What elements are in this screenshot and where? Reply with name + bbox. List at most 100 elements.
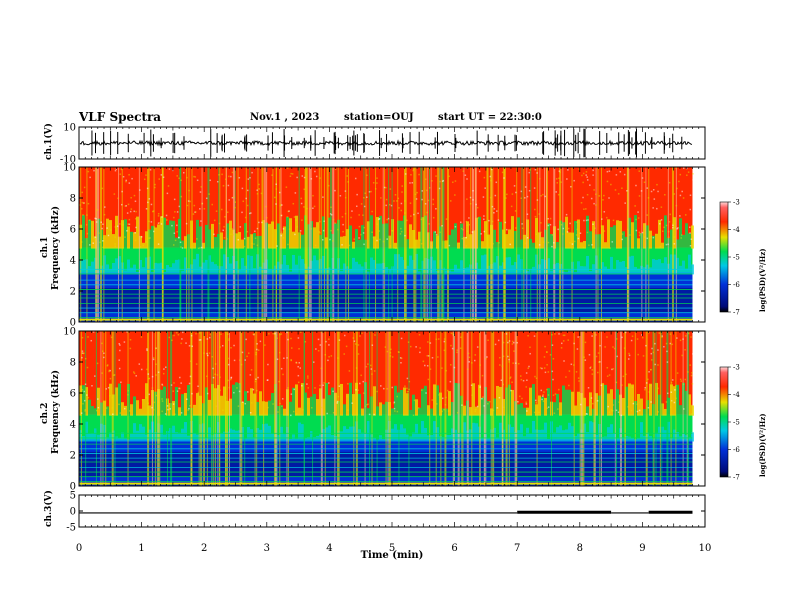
- spec-noise: [87, 170, 90, 173]
- spec-noise: [336, 402, 338, 404]
- spec-noise: [130, 208, 133, 210]
- spec-noise: [680, 234, 683, 236]
- spec-streak: [645, 331, 648, 486]
- spec-column: [145, 257, 148, 275]
- spec-noise: [453, 334, 455, 336]
- spec-noise: [584, 359, 587, 361]
- spec-noise: [174, 413, 176, 415]
- spec-noise: [108, 370, 110, 373]
- spec-noise: [211, 203, 213, 206]
- spec-noise: [247, 391, 249, 393]
- spec-column: [481, 438, 484, 442]
- spec-noise: [113, 193, 116, 195]
- spec-noise: [355, 388, 357, 391]
- spec-noise: [606, 367, 609, 369]
- spec-column: [424, 215, 427, 249]
- spec-column: [175, 259, 178, 275]
- spec-column: [505, 257, 508, 275]
- spec-noise: [652, 207, 654, 209]
- spec-streak: [427, 167, 429, 322]
- spec-noise: [404, 385, 406, 387]
- spec-streak: [599, 331, 601, 486]
- spec-noise: [265, 205, 267, 208]
- spec-noise: [400, 357, 403, 360]
- spec-column: [649, 383, 652, 416]
- spec-noise: [408, 388, 410, 391]
- spec-noise: [534, 208, 536, 211]
- spec-noise: [157, 371, 160, 373]
- spec-column: [415, 239, 418, 249]
- spec-noise: [197, 391, 200, 394]
- spec-noise: [234, 206, 236, 209]
- spec-noise: [287, 387, 289, 389]
- spec-noise: [412, 414, 415, 417]
- spec-noise: [157, 215, 160, 217]
- spec-noise: [230, 378, 232, 381]
- spec-streak: [80, 331, 82, 486]
- spec-streak: [404, 167, 406, 322]
- spec-noise: [689, 245, 692, 247]
- spec-noise: [295, 413, 298, 415]
- spec-noise: [165, 219, 168, 221]
- spec-streak: [553, 167, 556, 322]
- spec-column: [589, 392, 592, 416]
- spec-noise: [383, 387, 385, 390]
- spec-noise: [368, 413, 371, 416]
- spec-column: [688, 254, 691, 275]
- spec-noise: [524, 242, 527, 245]
- spec-noise: [114, 236, 117, 238]
- spec-column: [523, 234, 526, 249]
- spec-noise: [389, 188, 392, 190]
- spec-noise: [540, 231, 542, 234]
- spec-streak: [114, 331, 116, 486]
- spec-column: [676, 384, 679, 416]
- spec-noise: [527, 367, 529, 369]
- spec-noise: [670, 406, 672, 408]
- spec-noise: [540, 222, 542, 224]
- spec-noise: [188, 407, 190, 410]
- spec-noise: [472, 199, 474, 201]
- spec-noise: [247, 178, 250, 180]
- spec-column: [655, 382, 658, 416]
- spec-noise: [215, 210, 218, 212]
- spec-noise: [182, 331, 184, 334]
- ch3-signal: [79, 510, 693, 514]
- spec-noise: [179, 376, 181, 379]
- spec-column: [163, 217, 166, 249]
- spec-noise: [562, 233, 564, 235]
- spec-column: [88, 266, 91, 275]
- spec-noise: [424, 364, 426, 367]
- spec-noise: [197, 247, 200, 250]
- spec-column: [481, 241, 484, 249]
- spec-column: [595, 393, 598, 416]
- spec-column: [136, 216, 139, 249]
- spec-noise: [177, 334, 180, 336]
- spec-column: [130, 231, 133, 249]
- spec-noise: [483, 176, 486, 179]
- spec-noise: [429, 342, 432, 344]
- spec-noise: [469, 196, 472, 199]
- spec-noise: [126, 331, 128, 333]
- colorbar: [719, 201, 729, 313]
- spec-noise: [119, 173, 122, 175]
- spec-noise: [425, 178, 427, 181]
- spec-column: [610, 424, 613, 442]
- spec-noise: [117, 197, 119, 200]
- spec-noise: [536, 172, 538, 174]
- spec-noise: [672, 224, 674, 227]
- spec-noise: [648, 391, 651, 393]
- spec-noise: [241, 351, 244, 354]
- spec-noise: [588, 405, 591, 408]
- spec-streak: [502, 167, 505, 322]
- spec-noise: [468, 223, 470, 226]
- spec-noise: [544, 345, 546, 348]
- spec-noise: [369, 364, 372, 367]
- spec-column: [196, 219, 199, 249]
- spec-noise: [189, 360, 192, 363]
- ch1-spec-ytick-label: 0: [70, 318, 76, 329]
- spec-noise: [323, 220, 325, 223]
- spec-noise: [212, 367, 214, 370]
- spec-streak: [502, 331, 504, 486]
- spec-noise: [635, 218, 637, 221]
- spec-noise: [432, 203, 435, 206]
